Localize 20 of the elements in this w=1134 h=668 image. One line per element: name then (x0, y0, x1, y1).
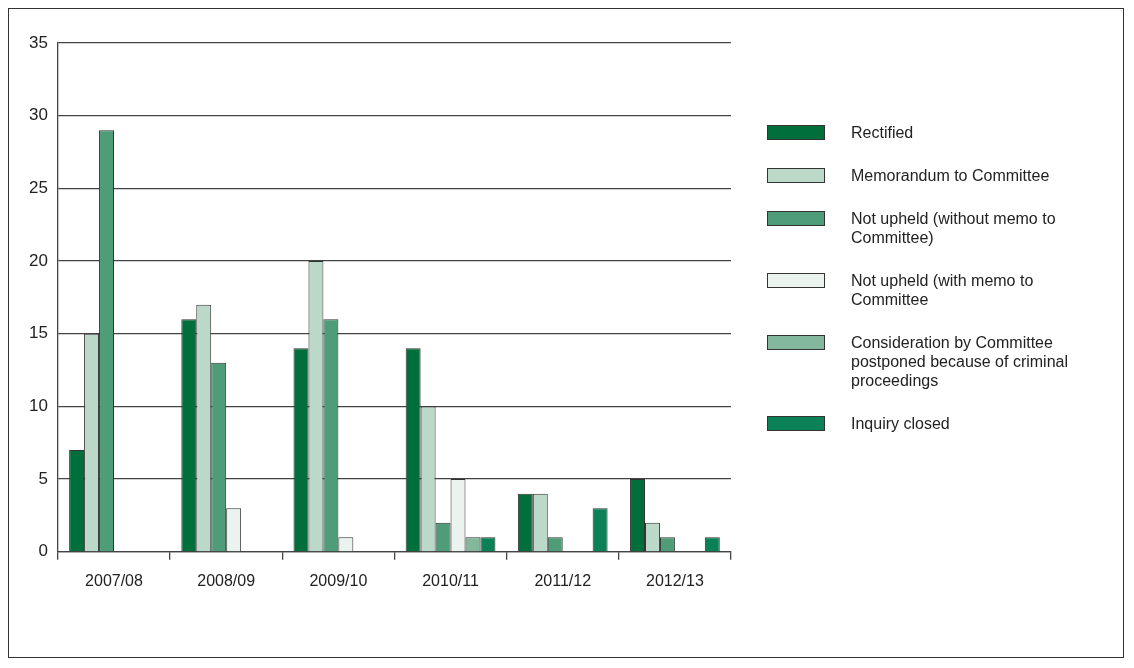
legend-label: Consideration by Committee postponed because of criminal proceedings (851, 333, 1070, 390)
x-tick-label: 2010/11 (422, 571, 479, 589)
legend-label: Inquiry closed (851, 414, 951, 433)
y-tick-label: 0 (38, 541, 48, 561)
x-tick-label: 2012/13 (645, 571, 704, 589)
legend-label: Not upheld (without memo to Committee) (851, 209, 1057, 247)
x-tick-label: 2007/08 (85, 571, 144, 589)
legend-label: Memorandum to Committee (851, 166, 1051, 185)
y-tick-label: 30 (28, 105, 48, 125)
y-tick-label: 10 (28, 396, 48, 416)
y-tick-label: 5 (38, 468, 48, 488)
x-tick-label: 2011/12 (534, 571, 592, 589)
x-tick-label: 2009/10 (309, 571, 368, 589)
legend-label: Rectified (851, 123, 915, 142)
x-tick-label: 2008/09 (197, 571, 256, 589)
y-tick-label: 25 (28, 178, 48, 198)
y-tick-label: 20 (28, 250, 48, 270)
y-tick-label: 35 (28, 32, 48, 52)
legend-label: Not upheld (with memo to Committee (851, 271, 1035, 309)
y-tick-label: 15 (28, 323, 48, 343)
